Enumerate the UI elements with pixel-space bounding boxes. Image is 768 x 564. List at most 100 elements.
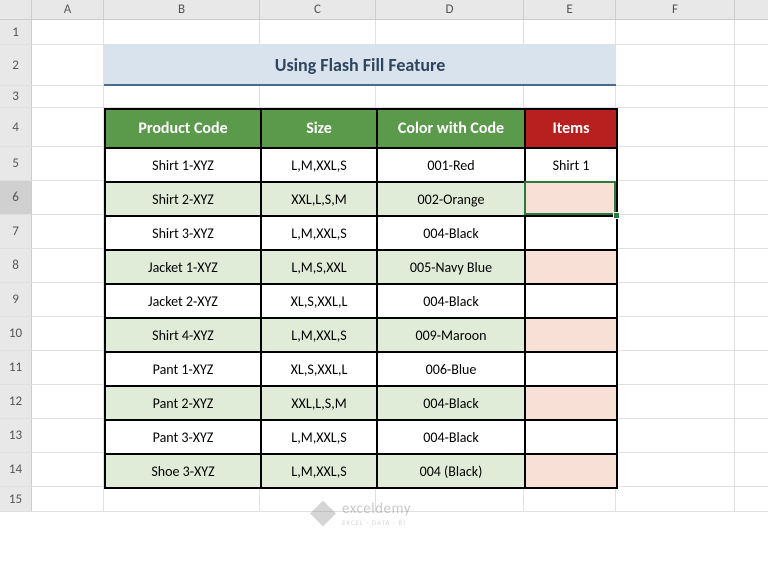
cell-F1[interactable] bbox=[616, 20, 735, 44]
row-header-2[interactable]: 2 bbox=[0, 45, 32, 85]
cell-color[interactable]: 006-Blue bbox=[377, 352, 525, 386]
cell-F5[interactable] bbox=[616, 147, 735, 180]
col-header-f[interactable]: F bbox=[616, 0, 735, 19]
cell-color[interactable]: 004-Black bbox=[377, 216, 525, 250]
row-header-13[interactable]: 13 bbox=[0, 419, 32, 452]
cell-size[interactable]: L,M,XXL,S bbox=[261, 454, 377, 488]
cell-A11[interactable] bbox=[32, 351, 104, 384]
cell-C1[interactable] bbox=[260, 20, 376, 44]
cell-size[interactable]: L,M,S,XXL bbox=[261, 250, 377, 284]
cell-size[interactable]: XL,S,XXL,L bbox=[261, 284, 377, 318]
cell-color[interactable]: 001-Red bbox=[377, 148, 525, 182]
row-header-8[interactable]: 8 bbox=[0, 249, 32, 282]
cell-B1[interactable] bbox=[104, 20, 260, 44]
cell-A10[interactable] bbox=[32, 317, 104, 350]
cell-F4[interactable] bbox=[616, 108, 735, 146]
cell-F2[interactable] bbox=[616, 45, 735, 85]
header-product-code[interactable]: Product Code bbox=[105, 109, 261, 148]
cell-size[interactable]: L,M,XXL,S bbox=[261, 148, 377, 182]
cell-product[interactable]: Shoe 3-XYZ bbox=[105, 454, 261, 488]
cell-F12[interactable] bbox=[616, 385, 735, 418]
cell-A8[interactable] bbox=[32, 249, 104, 282]
cell-size[interactable]: L,M,XXL,S bbox=[261, 318, 377, 352]
cell-E1[interactable] bbox=[524, 20, 616, 44]
cell-A7[interactable] bbox=[32, 215, 104, 248]
cell-F11[interactable] bbox=[616, 351, 735, 384]
cell-A3[interactable] bbox=[32, 86, 104, 107]
cell-D3[interactable] bbox=[376, 86, 524, 107]
row-header-3[interactable]: 3 bbox=[0, 86, 32, 107]
cell-A4[interactable] bbox=[32, 108, 104, 146]
cell-A13[interactable] bbox=[32, 419, 104, 452]
row-header-9[interactable]: 9 bbox=[0, 283, 32, 316]
cell-items[interactable] bbox=[525, 284, 617, 318]
cell-color[interactable]: 004-Black bbox=[377, 284, 525, 318]
cell-product[interactable]: Shirt 2-XYZ bbox=[105, 182, 261, 216]
cell-F7[interactable] bbox=[616, 215, 735, 248]
cell-items[interactable] bbox=[525, 250, 617, 284]
row-header-15[interactable]: 15 bbox=[0, 487, 32, 511]
header-color-code[interactable]: Color with Code bbox=[377, 109, 525, 148]
col-header-e[interactable]: E bbox=[524, 0, 616, 19]
cell-B3[interactable] bbox=[104, 86, 260, 107]
cell-size[interactable]: XL,S,XXL,L bbox=[261, 352, 377, 386]
cell-A1[interactable] bbox=[32, 20, 104, 44]
row-header-4[interactable]: 4 bbox=[0, 108, 32, 146]
cell-items[interactable] bbox=[525, 318, 617, 352]
cell-C3[interactable] bbox=[260, 86, 376, 107]
col-header-c[interactable]: C bbox=[260, 0, 376, 19]
col-header-d[interactable]: D bbox=[376, 0, 524, 19]
cell-A6[interactable] bbox=[32, 181, 104, 214]
cell-A9[interactable] bbox=[32, 283, 104, 316]
cell-E15[interactable] bbox=[524, 487, 616, 511]
cell-A14[interactable] bbox=[32, 453, 104, 486]
row-header-5[interactable]: 5 bbox=[0, 147, 32, 180]
header-size[interactable]: Size bbox=[261, 109, 377, 148]
cell-items[interactable] bbox=[525, 420, 617, 454]
cell-color[interactable]: 004-Black bbox=[377, 386, 525, 420]
cell-items[interactable] bbox=[525, 182, 617, 216]
cell-product[interactable]: Shirt 1-XYZ bbox=[105, 148, 261, 182]
cell-F3[interactable] bbox=[616, 86, 735, 107]
cell-A5[interactable] bbox=[32, 147, 104, 180]
cell-size[interactable]: XXL,L,S,M bbox=[261, 182, 377, 216]
cell-D1[interactable] bbox=[376, 20, 524, 44]
cell-color[interactable]: 002-Orange bbox=[377, 182, 525, 216]
cell-items[interactable] bbox=[525, 454, 617, 488]
cell-F9[interactable] bbox=[616, 283, 735, 316]
cell-items[interactable] bbox=[525, 352, 617, 386]
row-header-6[interactable]: 6 bbox=[0, 181, 32, 214]
row-header-1[interactable]: 1 bbox=[0, 20, 32, 44]
fill-handle[interactable] bbox=[613, 212, 620, 219]
cell-color[interactable]: 009-Maroon bbox=[377, 318, 525, 352]
cell-F13[interactable] bbox=[616, 419, 735, 452]
cell-A2[interactable] bbox=[32, 45, 104, 85]
cell-product[interactable]: Pant 1-XYZ bbox=[105, 352, 261, 386]
cell-color[interactable]: 004 (Black) bbox=[377, 454, 525, 488]
cell-product[interactable]: Jacket 1-XYZ bbox=[105, 250, 261, 284]
cell-F6[interactable] bbox=[616, 181, 735, 214]
cell-A12[interactable] bbox=[32, 385, 104, 418]
cell-product[interactable]: Shirt 4-XYZ bbox=[105, 318, 261, 352]
cell-items[interactable] bbox=[525, 216, 617, 250]
row-header-12[interactable]: 12 bbox=[0, 385, 32, 418]
col-header-a[interactable]: A bbox=[32, 0, 104, 19]
row-header-11[interactable]: 11 bbox=[0, 351, 32, 384]
cell-A15[interactable] bbox=[32, 487, 104, 511]
row-header-10[interactable]: 10 bbox=[0, 317, 32, 350]
cell-color[interactable]: 004-Black bbox=[377, 420, 525, 454]
cell-items[interactable]: Shirt 1 bbox=[525, 148, 617, 182]
cell-size[interactable]: L,M,XXL,S bbox=[261, 420, 377, 454]
cell-items[interactable] bbox=[525, 386, 617, 420]
col-header-b[interactable]: B bbox=[104, 0, 260, 19]
row-header-7[interactable]: 7 bbox=[0, 215, 32, 248]
cell-product[interactable]: Pant 2-XYZ bbox=[105, 386, 261, 420]
cell-product[interactable]: Jacket 2-XYZ bbox=[105, 284, 261, 318]
cell-product[interactable]: Shirt 3-XYZ bbox=[105, 216, 261, 250]
cell-F8[interactable] bbox=[616, 249, 735, 282]
cell-size[interactable]: XXL,L,S,M bbox=[261, 386, 377, 420]
cell-color[interactable]: 005-Navy Blue bbox=[377, 250, 525, 284]
cell-F15[interactable] bbox=[616, 487, 735, 511]
cell-B15[interactable] bbox=[104, 487, 260, 511]
cell-F10[interactable] bbox=[616, 317, 735, 350]
